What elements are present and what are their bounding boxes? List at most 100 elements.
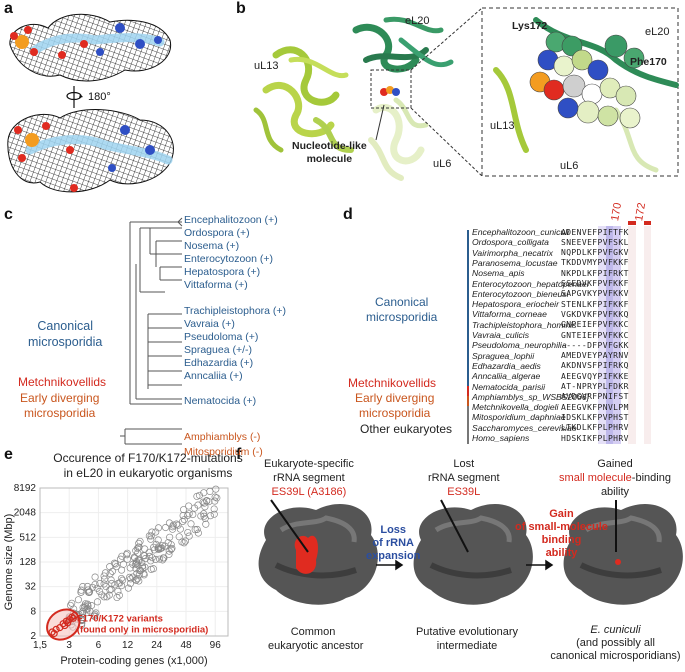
f-top-3-line2: small molecule-binding xyxy=(555,471,675,485)
organism-point xyxy=(156,555,164,563)
y-tick-label: 128 xyxy=(19,557,36,568)
organism-point xyxy=(185,532,193,540)
aln-sequence: IDSKLKFPVPHST xyxy=(561,412,629,422)
f-bottom-1-line2: eukaryotic ancestor xyxy=(268,640,364,652)
aln-species-name: Pseudoloma_neurophilia xyxy=(472,340,567,351)
organism-point xyxy=(113,563,121,571)
scatter-chart: 1,5 3 6 12 24 48 96 2 8 32 128 512 2048 8192 Protein-c… xyxy=(3,483,229,667)
organism-point xyxy=(79,604,87,612)
plot-frame xyxy=(39,487,229,637)
aln-column-highlight xyxy=(598,226,606,445)
aln-species-name: Nosema_apis xyxy=(472,268,525,279)
col-marker-170: 170 xyxy=(609,201,625,222)
organism-point xyxy=(147,535,155,543)
alignment-bracket xyxy=(467,230,469,444)
organism-point xyxy=(91,573,99,581)
panel-label-f: f xyxy=(236,446,242,463)
aln-species-name: Paranosema_locustae xyxy=(472,257,558,268)
organism-point xyxy=(122,551,131,559)
f-top-3-line1: Gained xyxy=(597,458,633,470)
y-tick-label: 2048 xyxy=(14,508,37,519)
organism-point xyxy=(125,573,134,581)
aln-sequence: NQPDLKFPVFGKV xyxy=(561,248,629,258)
organism-point xyxy=(102,583,110,591)
organism-point xyxy=(114,587,122,595)
organism-point xyxy=(184,511,192,520)
organism-point xyxy=(154,536,162,544)
arrow-2 xyxy=(526,559,554,571)
f-top-1-line1: Eukaryote-specific xyxy=(264,458,354,470)
aln-species-name: Saccharomyces_cerevisiae xyxy=(472,422,577,433)
rotate-icon xyxy=(66,86,83,108)
el20-ribbon xyxy=(352,16,454,73)
variant-point xyxy=(50,629,58,638)
organism-point xyxy=(187,520,195,528)
organism-point xyxy=(81,602,89,610)
variant-point xyxy=(69,614,77,622)
organism-point xyxy=(179,517,187,526)
aln-canonical-label: Canonical microsporidia xyxy=(366,295,438,324)
aln-sequence: TKDDVMYPVFKKF xyxy=(561,258,629,268)
organism-point xyxy=(166,533,174,541)
organism-point xyxy=(100,580,108,588)
aln-species-name: Enterocytozoon_bieneusi xyxy=(472,288,569,299)
organism-point xyxy=(134,556,142,564)
organism-point xyxy=(136,567,144,575)
y-tick-label: 32 xyxy=(25,582,37,593)
organism-point xyxy=(165,550,173,558)
aln-species-name: Mitosporidium_daphniae xyxy=(472,412,566,423)
f-top-3-line3: ability xyxy=(600,486,630,498)
organism-point xyxy=(90,612,98,620)
organism-point xyxy=(194,529,202,537)
aln-species-name: Vittaforma_corneae xyxy=(472,309,547,320)
f-top-1: Eukaryote-specific rRNA segment ES39L (A… xyxy=(264,457,354,499)
aln-column-highlight xyxy=(605,226,614,445)
x-tick-label: 6 xyxy=(96,640,102,651)
f-bottom-3-line2: (and possibly all xyxy=(576,637,655,649)
y-tick-label: 8192 xyxy=(14,483,37,494)
organism-point xyxy=(74,596,82,604)
aln-species-name: Vairimorpha_necatrix xyxy=(472,247,553,258)
organism-point xyxy=(169,523,177,531)
ul13-ribbon xyxy=(253,46,354,153)
aln-sequence: HDSKIKFPLPHRV xyxy=(561,433,629,443)
organism-point xyxy=(116,579,124,587)
organism-point xyxy=(202,520,210,528)
aln-sequence: -----DFPVFGKK xyxy=(561,340,629,350)
aln-species-name: Spraguea_lophii xyxy=(472,350,535,361)
organism-point xyxy=(98,591,106,599)
aln-sequence: SNEEVEFPVFSKL xyxy=(561,237,629,247)
panel-label-d: d xyxy=(343,206,353,223)
aln-sequence: GNTEIEFPVFKKC xyxy=(561,330,629,340)
organism-point xyxy=(126,564,134,572)
phylogenetic-tree xyxy=(120,217,183,445)
organism-point xyxy=(200,499,208,507)
aln-sequence: SAPGVKYPVFKKV xyxy=(561,289,629,299)
organism-point xyxy=(85,588,93,597)
y-axis-label: Genome size (Mbp) xyxy=(3,514,15,611)
panel-label-b: b xyxy=(236,0,246,17)
f-bottom-3-line1: E. cuniculi xyxy=(590,624,641,636)
el20-inset-label: eL20 xyxy=(645,26,670,38)
organism-point xyxy=(110,559,119,567)
aln-species-name: Nematocida_parisii xyxy=(472,381,546,392)
organism-point xyxy=(96,579,104,587)
f-bottom-3: E. cuniculi (and possibly all canonical … xyxy=(548,624,683,663)
organism-point xyxy=(175,533,183,541)
organism-point xyxy=(123,555,131,563)
organism-point xyxy=(165,519,173,527)
arrow-1 xyxy=(376,559,404,571)
tree-metch-label: Metchnikovellids xyxy=(18,375,107,389)
x-tick-label: 48 xyxy=(180,640,192,651)
organism-point xyxy=(118,552,126,560)
organism-point xyxy=(68,599,76,607)
organism-point xyxy=(118,566,126,574)
x-tick-label: 96 xyxy=(210,640,222,651)
organism-point xyxy=(106,563,114,571)
organism-point xyxy=(176,525,184,533)
y-tick-label: 2 xyxy=(30,631,36,642)
f-bottom-3-line3: canonical microsporidians) xyxy=(550,650,681,662)
density-map-panel: 180° xyxy=(7,13,174,193)
organism-point xyxy=(206,512,214,520)
organism-point xyxy=(124,584,132,592)
